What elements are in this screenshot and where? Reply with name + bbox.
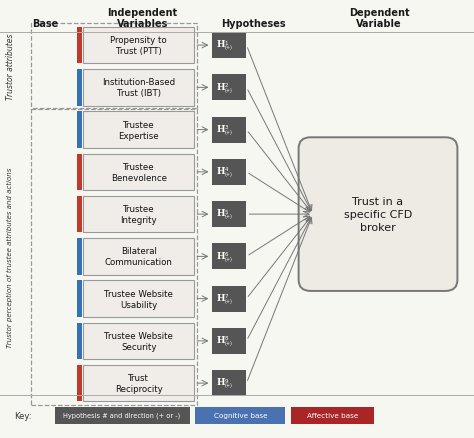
Text: Trustee
Expertise: Trustee Expertise	[118, 120, 159, 140]
Text: (+): (+)	[225, 256, 233, 261]
Text: (+): (+)	[225, 298, 233, 303]
Text: H: H	[216, 124, 225, 134]
FancyBboxPatch shape	[83, 239, 194, 275]
Text: Trustee Website
Security: Trustee Website Security	[104, 331, 173, 351]
Bar	[77, 70, 82, 106]
Bar	[77, 239, 82, 275]
Bar	[77, 365, 82, 401]
Text: (+): (+)	[225, 172, 233, 177]
Text: 7: 7	[225, 293, 228, 298]
FancyBboxPatch shape	[299, 138, 457, 291]
Text: 6: 6	[225, 251, 228, 256]
Text: Trustor perception of trustee attributes and actions: Trustor perception of trustee attributes…	[8, 167, 13, 347]
Text: 1: 1	[225, 40, 228, 46]
FancyBboxPatch shape	[291, 407, 374, 424]
FancyBboxPatch shape	[83, 281, 194, 317]
Text: Dependent
Variable: Dependent Variable	[349, 8, 410, 29]
Text: Propensity to
Trust (PTT): Propensity to Trust (PTT)	[110, 36, 167, 56]
Text: (+): (+)	[225, 382, 233, 388]
Text: H: H	[216, 166, 225, 176]
Bar	[77, 154, 82, 191]
Bar	[77, 281, 82, 317]
Bar	[77, 197, 82, 233]
Text: (+): (+)	[225, 340, 233, 345]
Text: H: H	[216, 378, 225, 386]
FancyBboxPatch shape	[212, 286, 246, 312]
FancyBboxPatch shape	[212, 244, 246, 270]
Text: Base: Base	[32, 19, 58, 29]
FancyBboxPatch shape	[83, 323, 194, 359]
Text: Key:: Key:	[14, 411, 32, 420]
Text: 9: 9	[225, 378, 228, 383]
Text: Affective base: Affective base	[307, 412, 358, 418]
Bar	[77, 28, 82, 64]
Text: H: H	[216, 82, 225, 92]
FancyBboxPatch shape	[83, 197, 194, 233]
Text: (+): (+)	[225, 45, 233, 50]
FancyBboxPatch shape	[212, 75, 246, 101]
FancyBboxPatch shape	[83, 70, 194, 106]
Text: H: H	[216, 251, 225, 260]
FancyBboxPatch shape	[212, 159, 246, 186]
Text: 5: 5	[225, 209, 228, 214]
Text: Trustee
Integrity: Trustee Integrity	[120, 205, 157, 225]
Bar	[77, 112, 82, 148]
Text: H: H	[216, 335, 225, 344]
Text: 8: 8	[225, 336, 228, 340]
Text: Trustee Website
Usability: Trustee Website Usability	[104, 289, 173, 309]
Text: (+): (+)	[225, 214, 233, 219]
Text: Cognitive base: Cognitive base	[213, 412, 267, 418]
FancyBboxPatch shape	[83, 365, 194, 401]
FancyBboxPatch shape	[212, 370, 246, 396]
Text: Trust
Reciprocity: Trust Reciprocity	[115, 373, 163, 393]
FancyBboxPatch shape	[55, 407, 190, 424]
Text: 3: 3	[225, 125, 228, 130]
Text: Trustee
Benevolence: Trustee Benevolence	[110, 162, 167, 183]
Text: 4: 4	[225, 167, 228, 172]
Text: Institution-Based
Trust (IBT): Institution-Based Trust (IBT)	[102, 78, 175, 98]
FancyBboxPatch shape	[212, 201, 246, 228]
FancyBboxPatch shape	[212, 328, 246, 354]
Text: Independent
Variables: Independent Variables	[107, 8, 177, 29]
Text: (+): (+)	[225, 88, 233, 92]
FancyBboxPatch shape	[83, 154, 194, 191]
Text: H: H	[216, 209, 225, 218]
FancyBboxPatch shape	[195, 407, 285, 424]
Text: Hypothesis # and direction (+ or -): Hypothesis # and direction (+ or -)	[64, 412, 181, 418]
Text: Trustor attributes: Trustor attributes	[6, 34, 15, 100]
Text: H: H	[216, 40, 225, 49]
FancyBboxPatch shape	[83, 28, 194, 64]
Text: Trust in a
specific CFD
broker: Trust in a specific CFD broker	[344, 197, 412, 233]
FancyBboxPatch shape	[212, 33, 246, 59]
Text: (+): (+)	[225, 130, 233, 134]
Bar	[77, 323, 82, 359]
FancyBboxPatch shape	[212, 117, 246, 143]
Text: Bilateral
Communication: Bilateral Communication	[105, 247, 173, 267]
Text: Hypotheses: Hypotheses	[221, 19, 286, 29]
FancyBboxPatch shape	[83, 112, 194, 148]
Text: H: H	[216, 293, 225, 302]
Text: 2: 2	[225, 83, 228, 88]
